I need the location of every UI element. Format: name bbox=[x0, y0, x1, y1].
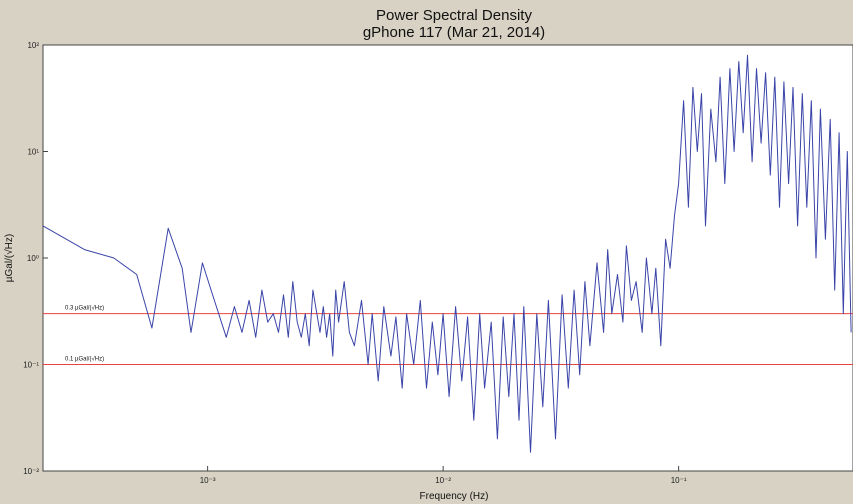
y-tick-label: 10⁻² bbox=[23, 467, 39, 476]
y-tick-label: 10² bbox=[27, 41, 39, 50]
reference-lines: 0.3 µGal/(√Hz) 0.1 µGal/(√Hz) bbox=[43, 305, 853, 365]
x-tick-label: 10⁻² bbox=[435, 476, 451, 485]
y-axis-ticks: 10² 10¹ 10⁰ 10⁻¹ 10⁻² bbox=[23, 41, 48, 476]
reference-line-label: 0.1 µGal/(√Hz) bbox=[65, 356, 104, 363]
y-axis-label: µGal/(√Hz) bbox=[3, 234, 15, 282]
x-axis-label: Frequency (Hz) bbox=[420, 491, 489, 502]
psd-series-line bbox=[42, 54, 852, 453]
y-tick-label: 10⁻¹ bbox=[23, 361, 39, 370]
series-layer bbox=[42, 54, 852, 453]
chart-title-line-1: Power Spectral Density bbox=[376, 7, 532, 24]
y-tick-label: 10⁰ bbox=[27, 254, 39, 263]
x-axis-ticks: 10⁻³ 10⁻² 10⁻¹ bbox=[200, 466, 687, 485]
reference-line-label: 0.3 µGal/(√Hz) bbox=[65, 305, 104, 312]
x-tick-label: 10⁻³ bbox=[200, 476, 216, 485]
chart-title-line-2: gPhone 117 (Mar 21, 2014) bbox=[363, 24, 545, 41]
x-tick-label: 10⁻¹ bbox=[671, 476, 687, 485]
y-tick-label: 10¹ bbox=[27, 148, 39, 157]
